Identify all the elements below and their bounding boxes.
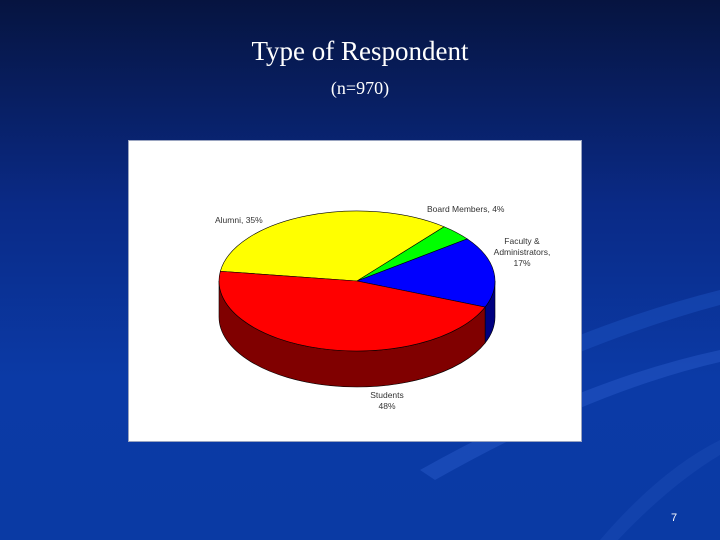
chart-area: Alumni, 35% Board Members, 4% Faculty & Adm… (128, 140, 582, 442)
data-label-students: Students 48% (370, 390, 404, 411)
data-label-board-members: Board Members, 4% (427, 204, 505, 214)
pie-slice-students (218, 270, 486, 352)
slide-title: Type of Respondent (251, 36, 469, 66)
pie-labels: Alumni, 35% Board Members, 4% Faculty & Adm… (215, 204, 550, 411)
pie-slice-faculty-administrators (355, 238, 496, 308)
slide-subtitle: (n=970) (330, 78, 390, 98)
pie-slices (218, 210, 496, 352)
pie-chart: Alumni, 35% Board Members, 4% Faculty & Adm… (215, 204, 550, 411)
data-label-faculty-administrators: Faculty & Administrators, 17% (494, 236, 551, 268)
data-label-alumni: Alumni, 35% (215, 215, 263, 225)
pie-slice-alumni (219, 210, 445, 282)
page-number: 7 (670, 512, 678, 524)
